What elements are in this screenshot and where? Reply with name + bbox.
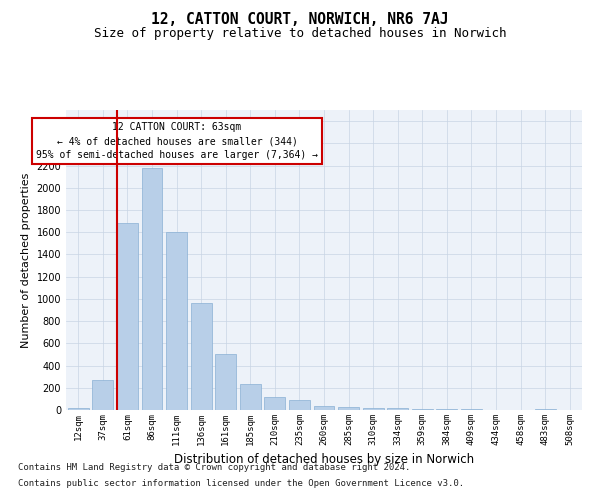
Bar xyxy=(265,397,286,410)
Bar xyxy=(215,354,236,410)
X-axis label: Distribution of detached houses by size in Norwich: Distribution of detached houses by size … xyxy=(174,454,474,466)
Bar xyxy=(117,224,138,410)
Bar xyxy=(240,384,261,410)
Bar xyxy=(535,409,556,410)
Bar xyxy=(191,304,212,410)
Text: 12, CATTON COURT, NORWICH, NR6 7AJ: 12, CATTON COURT, NORWICH, NR6 7AJ xyxy=(151,12,449,28)
Bar xyxy=(314,406,334,410)
Y-axis label: Number of detached properties: Number of detached properties xyxy=(21,172,31,348)
Text: 12 CATTON COURT: 63sqm
← 4% of detached houses are smaller (344)
95% of semi-det: 12 CATTON COURT: 63sqm ← 4% of detached … xyxy=(36,122,318,160)
Bar xyxy=(338,407,359,410)
Bar xyxy=(362,408,383,410)
Bar xyxy=(92,380,113,410)
Text: Contains HM Land Registry data © Crown copyright and database right 2024.: Contains HM Land Registry data © Crown c… xyxy=(18,464,410,472)
Text: Size of property relative to detached houses in Norwich: Size of property relative to detached ho… xyxy=(94,28,506,40)
Bar xyxy=(166,232,187,410)
Bar xyxy=(289,400,310,410)
Bar xyxy=(68,408,89,410)
Text: Contains public sector information licensed under the Open Government Licence v3: Contains public sector information licen… xyxy=(18,478,464,488)
Bar xyxy=(412,409,433,410)
Bar xyxy=(142,168,163,410)
Bar xyxy=(387,408,408,410)
